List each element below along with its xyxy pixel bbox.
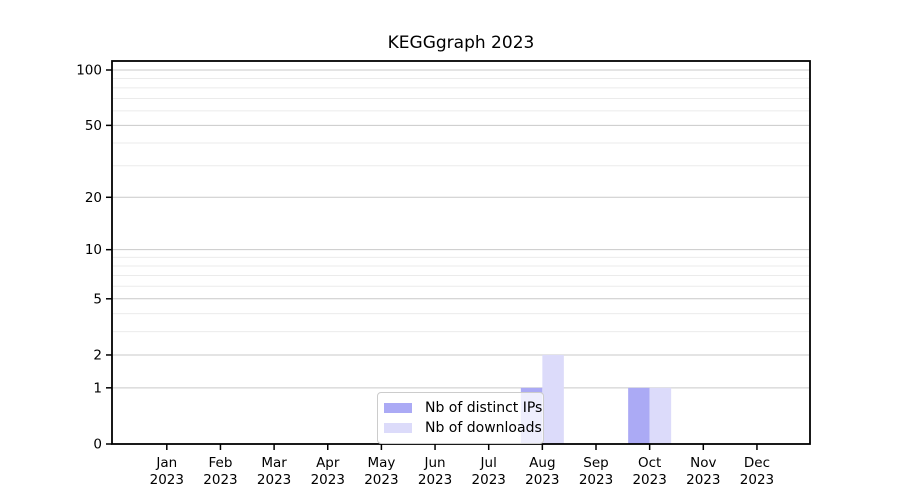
y-tick-label: 10 — [85, 242, 102, 258]
legend-item-downloads: Nb of downloads — [384, 418, 542, 438]
bar-oct-distinct-ips — [628, 387, 650, 444]
x-tick-label-year: 2023 — [632, 472, 666, 488]
legend-swatch-downloads-icon — [384, 423, 412, 433]
y-tick-label: 1 — [93, 380, 102, 396]
y-tick-label: 20 — [85, 190, 102, 206]
y-tick-label: 100 — [76, 63, 102, 79]
x-tick-label-month: Mar — [261, 455, 287, 471]
x-tick-label-month: Aug — [529, 455, 555, 471]
x-tick-label-month: Apr — [316, 455, 340, 471]
x-tick-label-year: 2023 — [203, 472, 237, 488]
x-tick-label-year: 2023 — [364, 472, 398, 488]
x-tick-label-year: 2023 — [579, 472, 613, 488]
x-tick-label-year: 2023 — [740, 472, 774, 488]
y-tick-label: 2 — [93, 347, 102, 363]
x-tick-label-year: 2023 — [311, 472, 345, 488]
x-tick-label-month: Oct — [638, 455, 661, 471]
y-tick-label: 0 — [93, 437, 102, 453]
legend-label-downloads: Nb of downloads — [425, 420, 542, 436]
legend-label-distinct-ips: Nb of distinct IPs — [425, 400, 543, 416]
x-tick-label-year: 2023 — [418, 472, 452, 488]
bar-aug-downloads — [542, 354, 564, 444]
x-tick-label-month: May — [367, 455, 395, 471]
x-tick-label-month: Feb — [208, 455, 232, 471]
legend: Nb of distinct IPs Nb of downloads — [377, 392, 544, 444]
bar-oct-downloads — [649, 387, 672, 444]
x-tick-label-year: 2023 — [257, 472, 291, 488]
plot-spines — [111, 60, 811, 445]
x-tick-label-month: Jan — [155, 455, 177, 471]
x-tick-label-month: Sep — [583, 455, 608, 471]
x-tick-label-month: Jun — [424, 455, 446, 471]
y-tick-label: 5 — [93, 291, 102, 307]
x-tick-label-year: 2023 — [525, 472, 559, 488]
x-tick-label-month: Jul — [480, 455, 497, 471]
x-tick-label-year: 2023 — [150, 472, 184, 488]
chart-title: KEGGgraph 2023 — [387, 33, 535, 53]
y-tick-label: 50 — [85, 118, 102, 134]
x-tick-label-month: Nov — [690, 455, 716, 471]
x-tick-label-year: 2023 — [686, 472, 720, 488]
x-tick-label-year: 2023 — [472, 472, 506, 488]
legend-swatch-distinct-ips-icon — [384, 403, 412, 413]
x-tick-label-month: Dec — [744, 455, 770, 471]
legend-item-distinct-ips: Nb of distinct IPs — [384, 398, 542, 418]
